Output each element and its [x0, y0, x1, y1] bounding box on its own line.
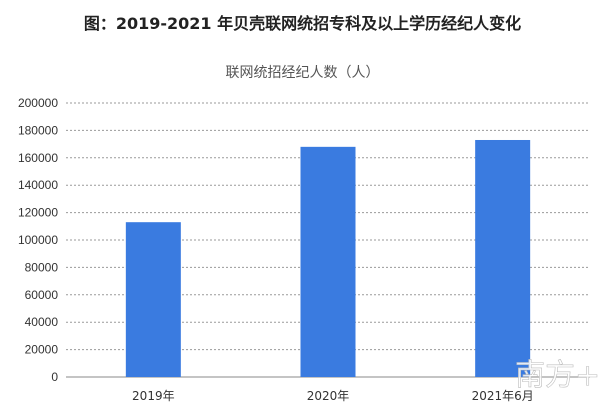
y-tick-label: 160000 [18, 151, 58, 165]
x-tick-label: 2021年6月 [472, 389, 534, 403]
x-tick-label: 2020年 [307, 389, 350, 403]
y-tick-label: 100000 [18, 233, 58, 247]
bar [475, 139, 531, 377]
bar [300, 146, 356, 377]
figure-title: 图：2019-2021 年贝壳联网统招专科及以上学历经纪人变化 [83, 14, 522, 33]
y-tick-label: 180000 [18, 123, 58, 137]
y-tick-label: 40000 [25, 315, 59, 329]
y-tick-label: 120000 [18, 206, 58, 220]
y-tick-label: 80000 [25, 260, 59, 274]
y-tick-label: 60000 [25, 288, 59, 302]
y-tick-label: 0 [51, 370, 58, 384]
y-tick-label: 200000 [18, 96, 58, 110]
watermark-logo: 南方+ [515, 358, 600, 393]
chart-title: 联网统招经纪人数（人） [225, 65, 380, 81]
y-tick-label: 20000 [25, 343, 59, 357]
x-tick-label: 2019年 [132, 389, 175, 403]
y-tick-label: 140000 [18, 178, 58, 192]
bar [125, 222, 181, 377]
